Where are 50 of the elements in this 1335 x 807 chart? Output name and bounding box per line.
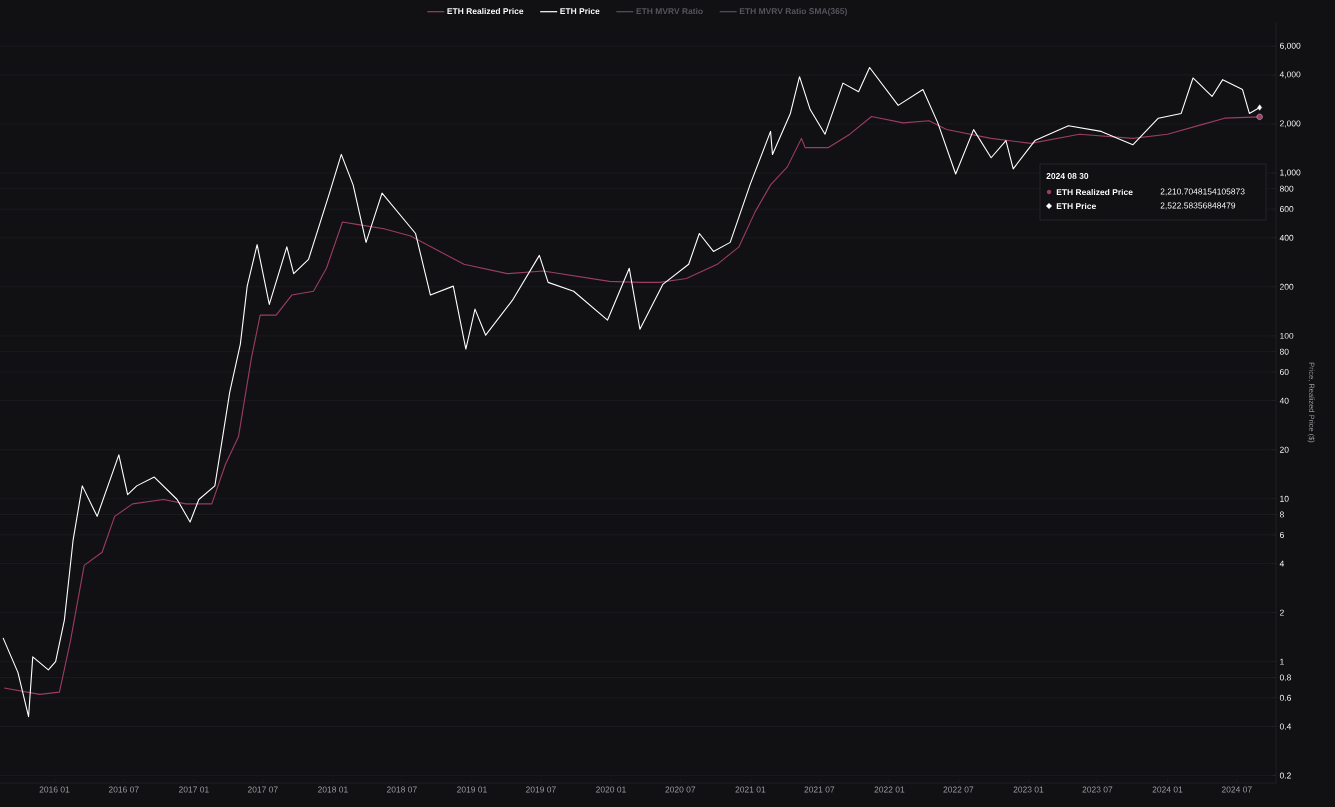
text: ETH MVRV Ratio <box>636 7 703 15</box>
x-tick-label: 2022 01 <box>874 786 905 793</box>
y-tick-label: 2,000 <box>1279 120 1301 128</box>
y-tick-label: 6,000 <box>1279 42 1301 50</box>
y-tick-label: 100 <box>1280 332 1294 339</box>
x-tick-label: 2018 01 <box>318 786 348 793</box>
x-tick-label: 2020 01 <box>596 786 626 793</box>
y-tick-label: 60 <box>1279 369 1289 376</box>
y-tick-label: 0.2 <box>1279 772 1291 779</box>
x-tick-label: 2019 07 <box>526 786 556 793</box>
y-tick-label: 20 <box>1279 446 1289 453</box>
annotation: 2024 08 30 <box>1046 172 1089 179</box>
y-tick-label: 4 <box>1279 560 1285 567</box>
text: ETH Realized Price <box>447 7 524 15</box>
x-tick-label: 2016 07 <box>108 786 139 793</box>
x-tick-label: 2020 07 <box>665 786 696 793</box>
y-tick-label: 10 <box>1280 495 1289 502</box>
x-tick-label: 2016 01 <box>39 786 70 793</box>
x-tick-label: 2017 07 <box>247 786 278 793</box>
y-tick-label: 4,000 <box>1279 71 1301 79</box>
x-tick-label: 2019 01 <box>457 786 487 793</box>
legend-label: ETH Realized Price <box>1056 188 1133 196</box>
y-tick-label: 80 <box>1279 348 1289 355</box>
x-tick-label: 2022 07 <box>943 786 974 793</box>
y-tick-label: 8 <box>1279 511 1284 518</box>
legend-label: ETH Price <box>1056 202 1096 210</box>
y-tick-label: 600 <box>1279 206 1294 213</box>
y-tick-label: 1 <box>1280 658 1284 665</box>
x-tick-label: 2023 01 <box>1013 786 1044 793</box>
text: ETH MVRV Ratio SMA(365) <box>739 7 847 16</box>
x-tick-label: 2017 01 <box>179 786 209 793</box>
y-tick-label: 200 <box>1279 283 1294 290</box>
y-tick-label: 6 <box>1279 531 1284 538</box>
y-tick-label: 1,000 <box>1280 169 1301 177</box>
annotation: 2,210.7048154105873 <box>1160 188 1245 196</box>
y-tick-label: 0.8 <box>1279 674 1291 681</box>
y-tick-label: 800 <box>1279 185 1294 192</box>
x-tick-label: 2021 01 <box>735 786 766 793</box>
x-tick-label: 2018 07 <box>386 786 417 793</box>
y-tick-label: 40 <box>1279 397 1289 404</box>
x-tick-label: 2023 07 <box>1082 786 1113 793</box>
x-tick-label: 2021 07 <box>804 786 835 793</box>
annotation: 2,522.58356848479 <box>1160 202 1236 210</box>
x-tick-label: 2024 01 <box>1152 786 1183 793</box>
y-tick-label: 0.4 <box>1279 723 1292 730</box>
y-tick-label: 0.6 <box>1279 694 1291 701</box>
text: ETH Price <box>560 7 600 15</box>
y-tick-label: 400 <box>1279 234 1294 241</box>
y-tick-label: 2 <box>1279 609 1284 616</box>
x-tick-label: 2024 07 <box>1221 786 1252 793</box>
